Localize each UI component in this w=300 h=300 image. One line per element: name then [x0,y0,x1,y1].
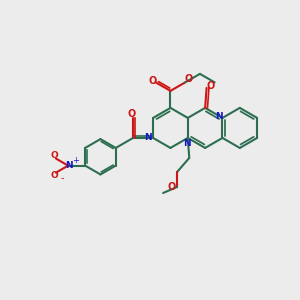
Text: O: O [51,151,58,160]
Text: O: O [51,171,58,180]
Text: N: N [215,112,223,121]
Text: N: N [183,139,191,148]
Text: -: - [60,173,64,183]
Text: O: O [128,110,136,119]
Text: N: N [144,134,152,142]
Text: O: O [168,182,176,192]
Text: O: O [207,81,215,92]
Text: O: O [184,74,192,84]
Text: O: O [148,76,157,86]
Text: N: N [65,161,73,170]
Text: +: + [72,156,79,165]
